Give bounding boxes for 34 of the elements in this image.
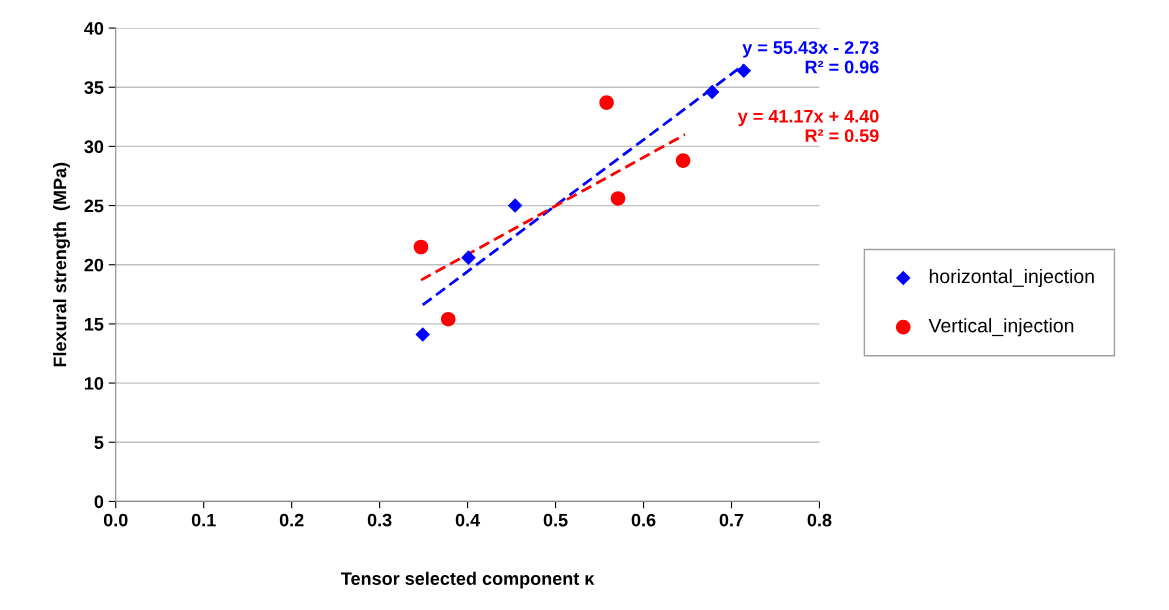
- y-tick-label: 10: [84, 377, 104, 390]
- point: [440, 311, 456, 327]
- y-tick-label: 0: [94, 495, 104, 509]
- y-tick-label: 40: [84, 21, 104, 35]
- x-tick-label: 0.3: [367, 513, 392, 527]
- point: [461, 250, 476, 265]
- y-tick-label: 5: [94, 436, 104, 449]
- legend-label: horizontal_injection: [929, 268, 1094, 288]
- x-tick-label: 0.2: [279, 513, 304, 527]
- annotation: y = 41.17x + 4.40 R² = 0.59: [737, 109, 879, 143]
- legend-label: Vertical_injection: [928, 318, 1074, 337]
- annotation: y = 55.43x - 2.73 R² = 0.96: [742, 41, 879, 74]
- x-axis-title: Tensor selected component κ: [341, 571, 595, 589]
- x-tick-label: 0.5: [543, 513, 568, 527]
- point: [415, 327, 431, 342]
- y-tick-label: 30: [84, 140, 104, 154]
- x-tick-label: 0.6: [631, 513, 656, 527]
- y-tick-label: 35: [84, 81, 104, 94]
- x-tick-label: 0.7: [719, 513, 744, 527]
- y-tick-label: 20: [84, 258, 104, 272]
- y-axis-title: Flexural strength (MPa): [53, 162, 70, 367]
- point: [413, 239, 429, 255]
- x-tick-label: 0.1: [191, 513, 216, 527]
- x-tick-label: 0.0: [103, 513, 128, 527]
- y-tick-label: 25: [84, 199, 104, 213]
- point: [736, 63, 752, 78]
- y-tick-label: 15: [84, 318, 104, 331]
- point: [610, 191, 626, 206]
- point: [599, 95, 614, 110]
- x-tick-label: 0.4: [455, 513, 481, 527]
- point: [704, 84, 720, 100]
- point: [675, 153, 691, 168]
- point: [507, 198, 523, 213]
- x-tick-label: 0.8: [807, 513, 832, 527]
